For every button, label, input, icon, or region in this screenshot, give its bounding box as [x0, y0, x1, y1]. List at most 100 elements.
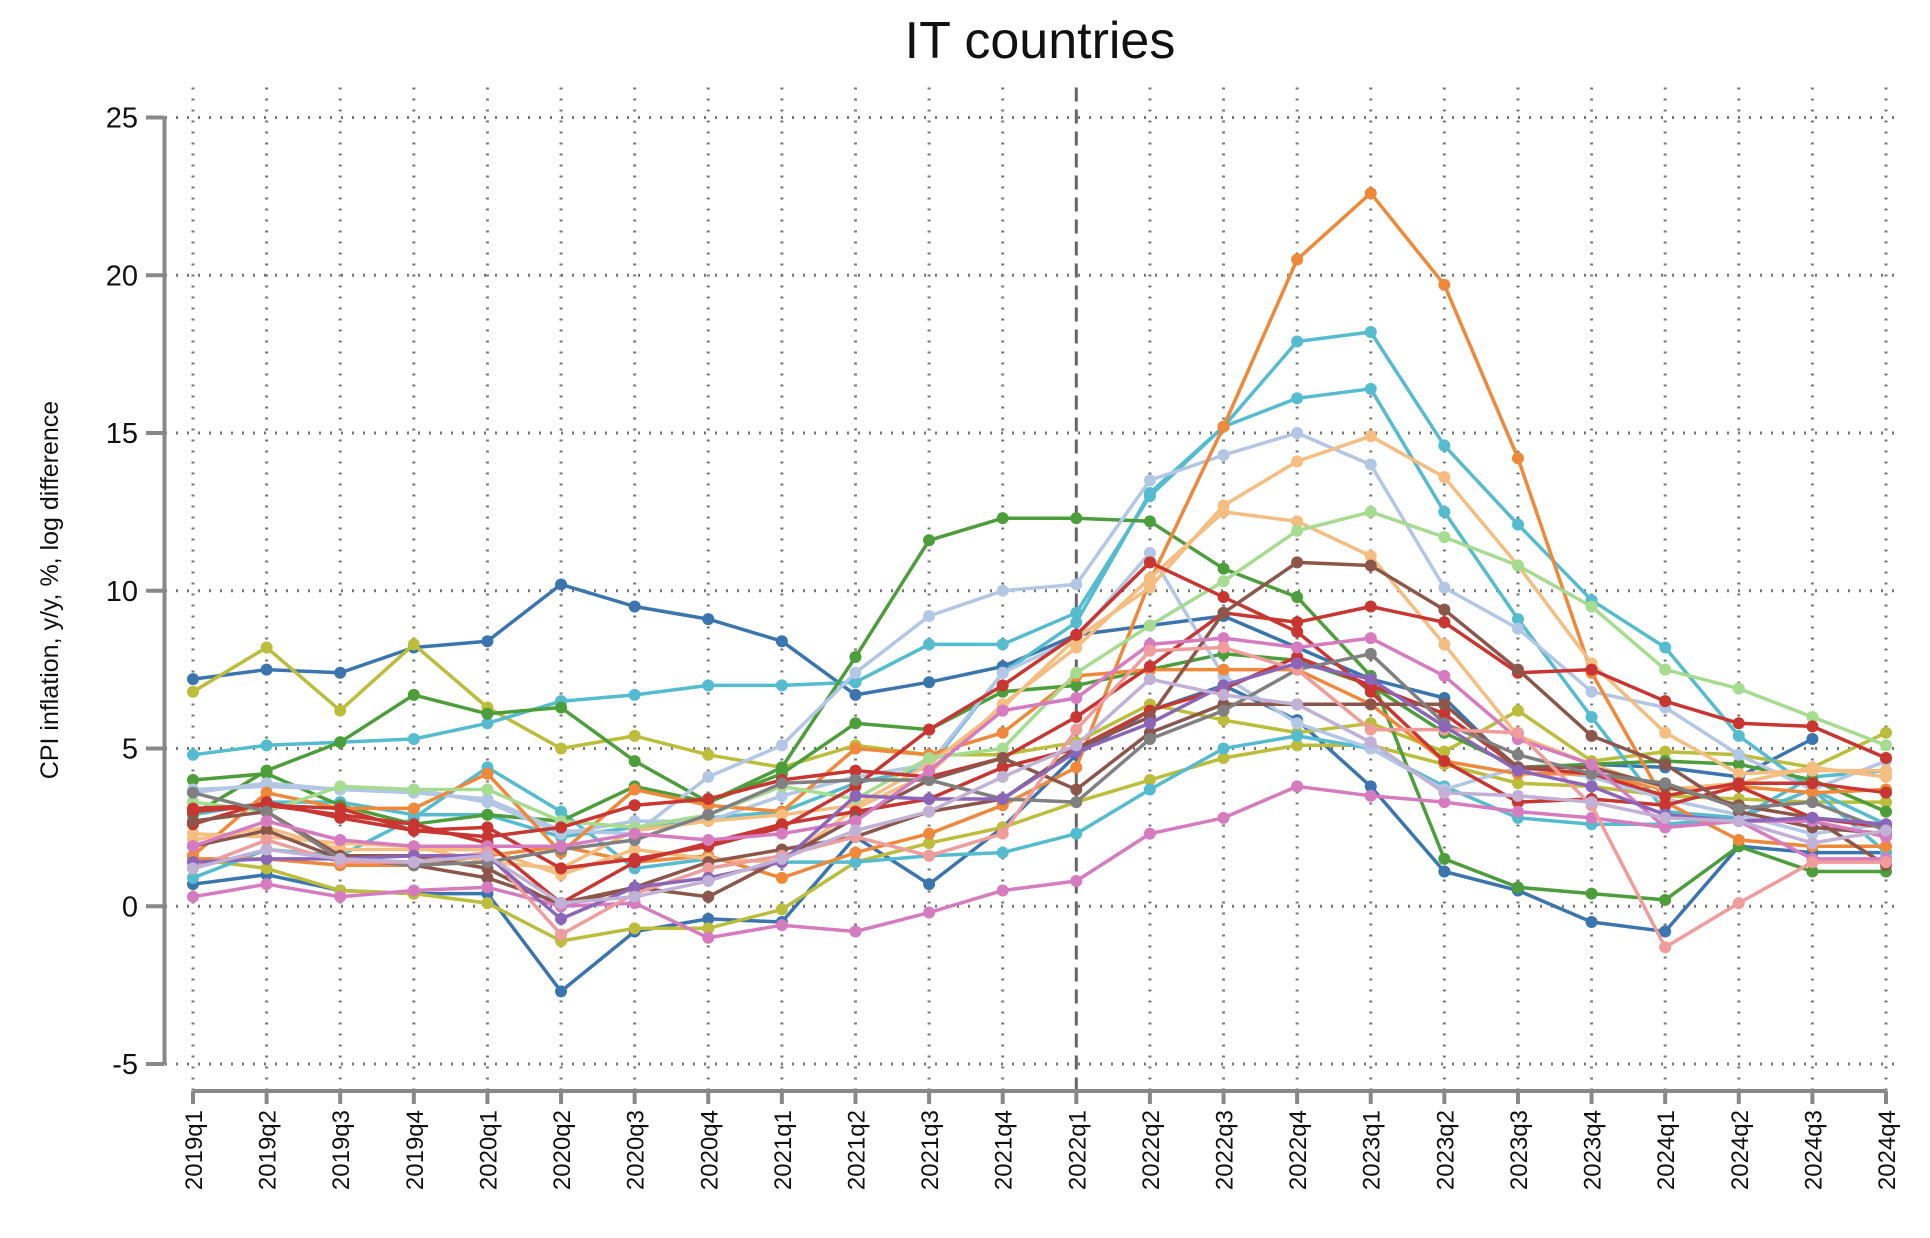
data-point [1291, 739, 1304, 752]
data-point [1732, 833, 1745, 846]
data-point [1880, 751, 1892, 764]
series-line [192, 642, 1887, 770]
series-line [192, 510, 1887, 830]
data-point [628, 843, 641, 856]
data-point [996, 792, 1009, 805]
data-point [1438, 471, 1451, 484]
data-point [1070, 723, 1083, 736]
series-line [192, 516, 1886, 902]
data-point [407, 802, 420, 815]
data-point [1217, 742, 1230, 755]
data-point [702, 931, 715, 944]
data-point [1438, 505, 1451, 518]
data-point [923, 827, 936, 840]
data-point [1143, 717, 1156, 730]
data-point [1732, 815, 1745, 828]
data-point [1217, 704, 1230, 717]
data-point [1806, 720, 1819, 733]
data-point [1585, 729, 1598, 742]
data-point [407, 818, 420, 831]
data-point [1659, 811, 1672, 824]
data-point [1659, 799, 1672, 812]
data-point [849, 764, 862, 777]
data-point [996, 827, 1009, 840]
data-point [702, 679, 715, 692]
data-point [849, 742, 862, 755]
data-point [1659, 821, 1672, 834]
data-point [923, 609, 936, 622]
data-point [923, 534, 936, 547]
data-point [1143, 556, 1156, 569]
data-point [1070, 578, 1083, 591]
x-tick-label: 2020q4 [696, 1110, 723, 1190]
data-point [628, 890, 641, 903]
x-tick-label: 2023q1 [1359, 1110, 1386, 1190]
data-point [1070, 628, 1083, 641]
data-point [775, 818, 788, 831]
data-point [628, 856, 641, 869]
data-point [555, 912, 568, 925]
x-tick-label: 2023q2 [1432, 1110, 1459, 1190]
data-point [1291, 641, 1304, 654]
data-point [1291, 524, 1304, 537]
data-point [555, 821, 568, 834]
data-point [923, 774, 936, 787]
series-line [192, 604, 1887, 839]
data-point [1070, 710, 1083, 723]
data-point [1585, 663, 1598, 676]
x-tick-label: 2024q1 [1653, 1110, 1680, 1190]
data-point [1806, 733, 1819, 746]
data-point [481, 717, 494, 730]
data-point [1070, 616, 1083, 629]
data-point [1143, 546, 1156, 559]
data-point [187, 862, 199, 875]
data-point [923, 723, 936, 736]
data-point [260, 777, 273, 790]
data-point [1438, 865, 1451, 878]
data-point [1511, 726, 1524, 739]
data-point [1364, 673, 1377, 686]
data-point [1291, 729, 1304, 742]
data-point [1880, 840, 1892, 853]
data-point [1364, 632, 1377, 645]
data-point [849, 789, 862, 802]
data-point [1217, 714, 1230, 727]
data-point [628, 799, 641, 812]
data-point [628, 688, 641, 701]
data-point [702, 770, 715, 783]
data-point [1806, 761, 1819, 774]
data-point [1880, 805, 1892, 818]
series-line [192, 734, 1888, 880]
data-point [849, 651, 862, 664]
x-tick-label: 2022q3 [1212, 1110, 1239, 1190]
series-group [187, 187, 1892, 998]
data-point [1880, 856, 1892, 869]
data-point [555, 805, 568, 818]
data-point [1880, 770, 1892, 783]
series-line [192, 784, 1887, 940]
data-point [1143, 774, 1156, 787]
data-point [702, 912, 715, 925]
data-point [334, 852, 347, 865]
data-point [1585, 710, 1598, 723]
y-axis-label: CPI inflation, y/y, %, log difference [36, 401, 64, 779]
data-point [628, 881, 641, 894]
data-point [334, 666, 347, 679]
data-point [1143, 783, 1156, 796]
data-point [1511, 764, 1524, 777]
data-point [1732, 777, 1745, 790]
data-point [1364, 326, 1377, 339]
data-point [1585, 767, 1598, 780]
data-point [628, 922, 641, 935]
data-point [1291, 253, 1304, 266]
data-point [407, 638, 420, 651]
data-point [849, 824, 862, 837]
data-point [555, 897, 568, 910]
data-point [1806, 837, 1819, 850]
data-point [1364, 382, 1377, 395]
data-point [1143, 619, 1156, 632]
data-point [1291, 717, 1304, 730]
data-point [481, 635, 494, 648]
data-point [334, 736, 347, 749]
data-point [1438, 852, 1451, 865]
